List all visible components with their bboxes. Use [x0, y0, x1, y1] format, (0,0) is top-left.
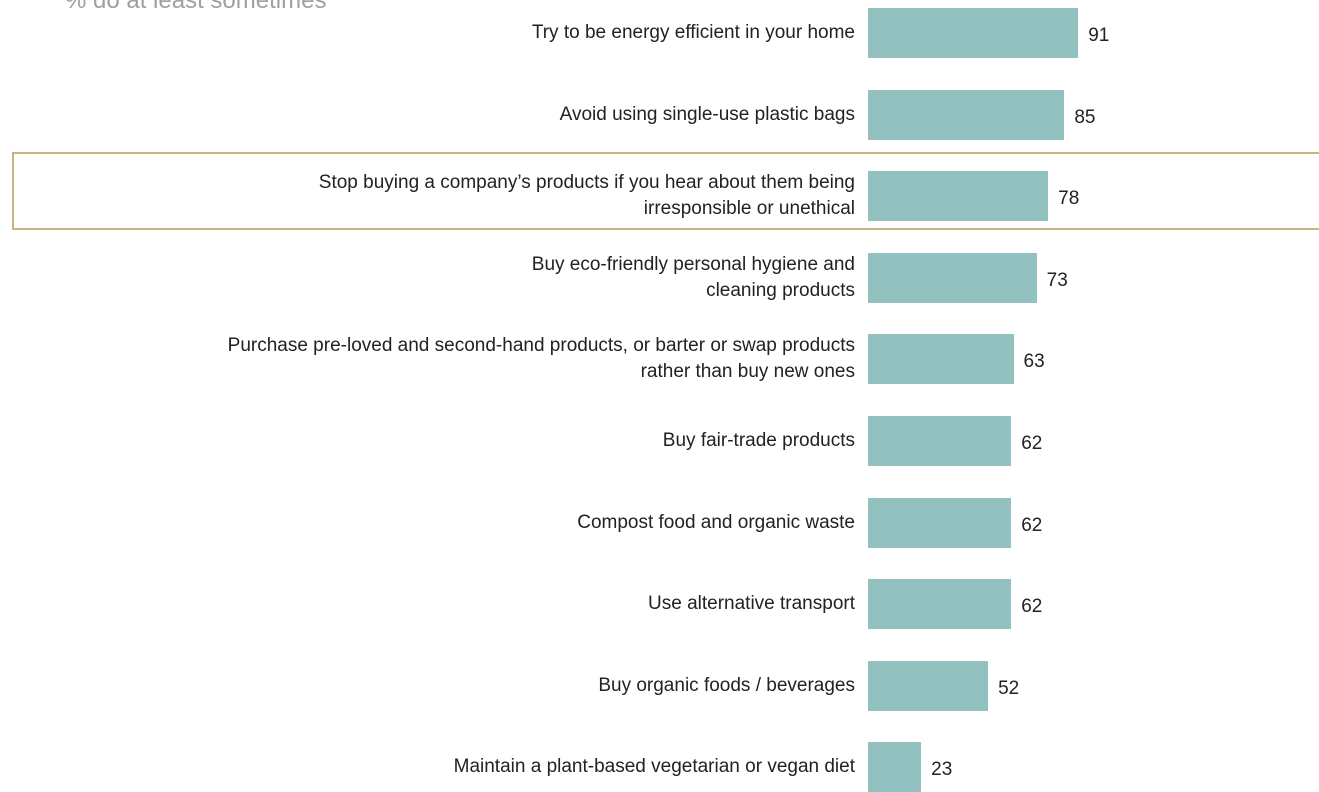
highlight-box [12, 152, 1319, 230]
bar [868, 171, 1049, 222]
value-label: 62 [1021, 514, 1043, 536]
value-label: 73 [1046, 269, 1068, 291]
bar [868, 660, 989, 711]
value-label: 23 [931, 759, 953, 781]
category-label: Try to be energy efficient in your home [531, 22, 855, 43]
category-label: Maintain a plant-based vegetarian or veg… [453, 756, 855, 778]
bar [868, 416, 1012, 466]
category-label: Use alternative transport [648, 593, 855, 615]
bar [868, 497, 1012, 548]
category-label: Avoid using single-use plastic bags [559, 103, 855, 125]
category-label: Stop buying a company’s products if you … [318, 172, 855, 220]
category-label: Buy organic foods / beverages [598, 674, 855, 696]
bar [868, 742, 922, 792]
value-label: 62 [1021, 596, 1043, 618]
bar [868, 8, 1079, 58]
category-label: Compost food and organic waste [577, 511, 855, 533]
bar [868, 334, 1014, 385]
value-label: 52 [998, 677, 1020, 699]
value-label: 62 [1021, 433, 1043, 454]
bar [868, 252, 1037, 303]
value-label: 78 [1058, 188, 1080, 210]
category-label: Buy fair-trade products [662, 430, 855, 451]
chart-subtitle: % do at least sometimes [65, 0, 327, 14]
category-label: Buy eco-friendly personal hygiene and cl… [531, 253, 855, 301]
value-label: 85 [1074, 106, 1096, 128]
value-label: 63 [1023, 351, 1045, 373]
bar [868, 89, 1065, 140]
value-label: 91 [1088, 25, 1110, 46]
bar [868, 579, 1012, 630]
category-label: Purchase pre-loved and second-hand produ… [227, 335, 855, 383]
